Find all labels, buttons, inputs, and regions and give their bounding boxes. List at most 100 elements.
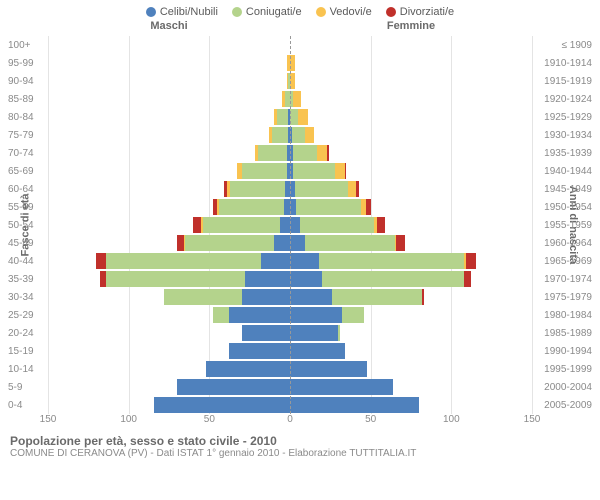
bar-seg-single (290, 325, 338, 341)
x-tick-label: 150 (524, 414, 541, 425)
age-row: 55-591950-1954 (8, 198, 592, 216)
bar-seg-divorced (464, 271, 470, 287)
bar-seg-widowed (348, 181, 356, 197)
bar-seg-single (177, 379, 290, 395)
bar-seg-single (290, 217, 300, 233)
legend-item: Celibi/Nubili (146, 6, 218, 18)
age-row: 25-29 1980-1984 (8, 306, 592, 324)
bar-seg-married (293, 163, 335, 179)
bar-seg-widowed (293, 91, 301, 107)
bar-seg-divorced (396, 235, 404, 251)
legend-label: Divorziati/e (400, 6, 454, 18)
age-label: 80-84 (8, 112, 48, 123)
bar-seg-single (290, 307, 342, 323)
bar-seg-divorced (422, 289, 424, 305)
bar-seg-single (245, 271, 290, 287)
bar-seg-single (229, 307, 290, 323)
age-label: 40-44 (8, 256, 48, 267)
age-row: 0-42005-2009 (8, 396, 592, 414)
bar-seg-single (154, 397, 290, 413)
bar-seg-married (338, 325, 340, 341)
age-label: 45-49 (8, 238, 48, 249)
bar-seg-widowed (317, 145, 327, 161)
legend-dot-icon (146, 7, 156, 17)
bar-seg-single (280, 217, 290, 233)
bar-seg-married (106, 253, 261, 269)
bar-seg-married (296, 199, 361, 215)
x-ticks: 15010050050100150 (48, 414, 532, 428)
age-row: 30-34 1975-1979 (8, 288, 592, 306)
age-label: 20-24 (8, 328, 48, 339)
bar-seg-married (230, 181, 285, 197)
bar-seg-single (242, 325, 290, 341)
bar-seg-widowed (290, 73, 295, 89)
bar-seg-married (342, 307, 365, 323)
age-label: 15-19 (8, 346, 48, 357)
bar-seg-married (203, 217, 280, 233)
birth-year-label: 1965-1969 (532, 256, 592, 267)
birth-year-label: 1995-1999 (532, 364, 592, 375)
bar-seg-married (293, 145, 317, 161)
legend-dot-icon (316, 7, 326, 17)
bar-seg-single (229, 343, 290, 359)
birth-year-label: 1930-1934 (532, 130, 592, 141)
birth-year-label: 1975-1979 (532, 292, 592, 303)
birth-year-label: ≤ 1909 (532, 40, 592, 51)
legend-label: Coniugati/e (246, 6, 302, 18)
age-label: 35-39 (8, 274, 48, 285)
birth-year-label: 1960-1964 (532, 238, 592, 249)
bar-seg-single (290, 235, 305, 251)
birth-year-label: 1925-1929 (532, 112, 592, 123)
birth-year-label: 1955-1959 (532, 220, 592, 231)
age-row: 90-941915-1919 (8, 72, 592, 90)
legend-label: Celibi/Nubili (160, 6, 218, 18)
birth-year-label: 2000-2004 (532, 382, 592, 393)
bar-seg-divorced (193, 217, 201, 233)
birth-year-label: 1910-1914 (532, 58, 592, 69)
x-tick-label: 50 (204, 414, 215, 425)
x-tick-label: 50 (365, 414, 376, 425)
bar-seg-married (242, 163, 287, 179)
age-row: 75-79 1930-1934 (8, 126, 592, 144)
age-label: 75-79 (8, 130, 48, 141)
birth-year-label: 1935-1939 (532, 148, 592, 159)
age-label: 25-29 (8, 310, 48, 321)
bar-seg-single (290, 343, 345, 359)
population-pyramid: Fasce di età Anni di nascita Maschi Femm… (0, 20, 600, 430)
age-row: 50-54 1955-1959 (8, 216, 592, 234)
bar-seg-married (305, 235, 395, 251)
bar-seg-married (164, 289, 241, 305)
birth-year-label: 1990-1994 (532, 346, 592, 357)
age-label: 100+ (8, 40, 48, 51)
bar-seg-divorced (366, 199, 371, 215)
bar-seg-single (206, 361, 290, 377)
bar-seg-widowed (290, 55, 295, 71)
bar-seg-married (219, 199, 284, 215)
bar-seg-married (332, 289, 422, 305)
legend-dot-icon (232, 7, 242, 17)
age-row: 95-99 1910-1914 (8, 54, 592, 72)
birth-year-label: 1945-1949 (532, 184, 592, 195)
age-row: 40-44 1965-1969 (8, 252, 592, 270)
birth-year-label: 1920-1924 (532, 94, 592, 105)
birth-year-label: 1940-1944 (532, 166, 592, 177)
bar-seg-married (277, 109, 288, 125)
age-label: 95-99 (8, 58, 48, 69)
female-header: Femmine (290, 20, 532, 36)
bar-seg-married (319, 253, 464, 269)
bar-seg-single (274, 235, 290, 251)
birth-year-label: 1980-1984 (532, 310, 592, 321)
bar-seg-married (292, 127, 305, 143)
age-label: 90-94 (8, 76, 48, 87)
bar-seg-divorced (356, 181, 359, 197)
legend-item: Divorziati/e (386, 6, 454, 18)
age-row: 60-64 1945-1949 (8, 180, 592, 198)
age-label: 0-4 (8, 400, 48, 411)
age-label: 60-64 (8, 184, 48, 195)
bar-seg-divorced (96, 253, 106, 269)
bar-seg-married (300, 217, 374, 233)
age-label: 50-54 (8, 220, 48, 231)
bar-seg-single (290, 379, 393, 395)
age-label: 30-34 (8, 292, 48, 303)
bar-seg-single (290, 271, 322, 287)
